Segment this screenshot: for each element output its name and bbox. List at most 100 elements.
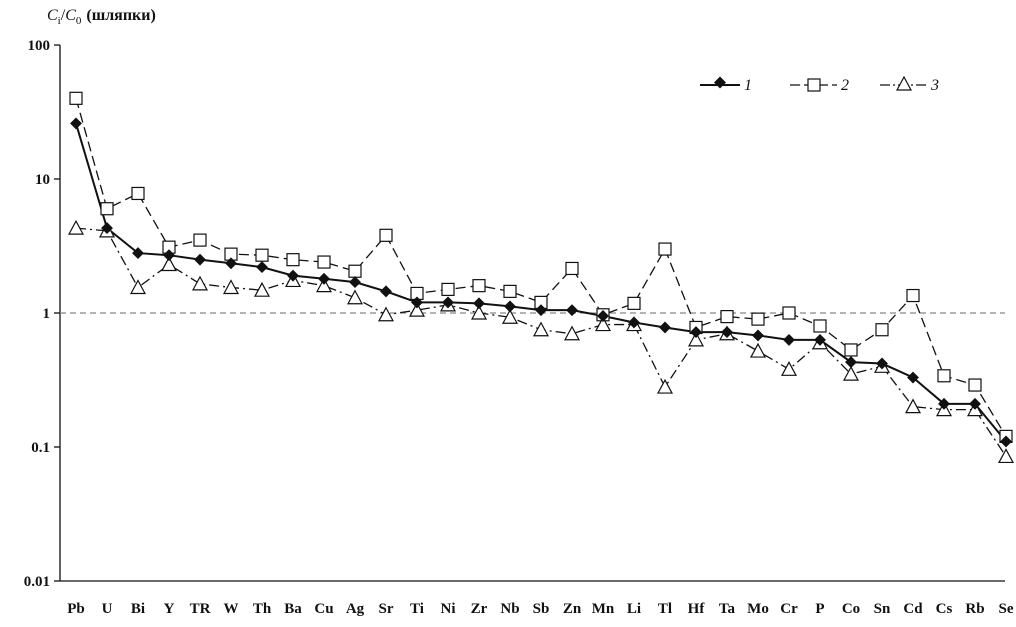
series-group: [67, 91, 1015, 464]
point-series-3: [377, 306, 395, 322]
x-tick-label: Hf: [688, 601, 706, 617]
y-ticks: 0.01 0.1 1 10 100: [24, 38, 60, 590]
legend-marker-triangle: [895, 75, 913, 91]
point-series-1: [287, 269, 299, 282]
point-series-1: [907, 371, 919, 384]
point-series-2: [906, 288, 920, 303]
legend-label-3: 3: [930, 77, 939, 94]
x-tick-label: Tl: [658, 601, 672, 617]
point-series-3: [470, 304, 488, 320]
x-ticks: Pb U Bi Y TR W Th Ba Cu Ag Sr Ti Ni Zr Nb Sb Zn Mn Li Tl Hf T…: [67, 601, 1014, 617]
point-series-3: [749, 342, 767, 358]
point-series-2: [193, 233, 207, 247]
x-tick-label: Cd: [903, 601, 923, 617]
x-tick-label: Sn: [874, 601, 891, 617]
point-series-1: [566, 304, 578, 317]
point-series-2: [813, 319, 827, 333]
y-tick-label: 100: [28, 38, 51, 54]
point-series-1: [504, 300, 516, 313]
point-series-3: [346, 289, 364, 305]
point-series-3: [191, 275, 209, 291]
series-line-1: [75, 123, 1007, 443]
x-tick-label: Mo: [747, 601, 769, 617]
legend-marker-diamond: [713, 76, 727, 89]
point-series-2: [379, 228, 393, 242]
point-series-1: [535, 304, 547, 317]
point-series-2: [658, 242, 672, 256]
point-series-1: [318, 272, 330, 285]
x-tick-label: Zr: [471, 601, 488, 617]
point-series-3: [532, 321, 550, 337]
x-tick-label: Pb: [67, 601, 85, 617]
legend-label-2: 2: [841, 77, 849, 94]
point-series-3: [160, 256, 178, 272]
point-series-1: [845, 356, 857, 369]
point-series-3: [501, 308, 519, 324]
point-series-1: [597, 310, 609, 322]
legend-marker-square: [807, 78, 821, 92]
point-series-2: [844, 343, 858, 357]
x-tick-label: Mn: [592, 601, 615, 617]
point-series-2: [720, 310, 734, 324]
point-series-1: [473, 297, 485, 310]
x-tick-label: Ta: [719, 601, 736, 617]
point-series-3: [67, 219, 85, 235]
x-tick-label: Co: [842, 601, 860, 617]
point-series-3: [222, 279, 240, 295]
x-tick-label: Ba: [284, 601, 302, 617]
y-tick-label: 10: [35, 172, 50, 188]
point-series-2: [875, 323, 889, 337]
x-tick-label: Ag: [346, 601, 365, 617]
x-tick-label: Y: [164, 601, 175, 617]
point-series-3: [408, 301, 426, 317]
point-series-2: [131, 186, 145, 201]
series-line-2: [75, 98, 1007, 437]
y-tick-label: 0.01: [24, 574, 50, 590]
x-tick-label: Rb: [965, 601, 984, 617]
point-series-3: [904, 398, 922, 414]
point-series-2: [286, 253, 300, 267]
x-tick-label: W: [224, 601, 239, 617]
y-tick-label: 0.1: [31, 440, 50, 456]
point-series-1: [256, 261, 268, 274]
point-series-1: [783, 333, 795, 346]
point-series-3: [315, 277, 333, 293]
x-tick-label: Th: [253, 601, 272, 617]
point-series-3: [842, 365, 860, 381]
point-series-2: [472, 279, 486, 293]
point-series-2: [69, 91, 83, 105]
point-series-1: [814, 333, 826, 346]
point-series-1: [659, 321, 671, 334]
x-tick-label: Sb: [533, 601, 550, 617]
point-series-2: [255, 248, 269, 262]
point-series-3: [687, 331, 705, 347]
x-tick-label: Ni: [441, 601, 456, 617]
x-tick-label: Cu: [314, 601, 333, 617]
point-series-2: [100, 202, 114, 216]
x-tick-label: Li: [627, 601, 641, 617]
x-tick-label: P: [815, 601, 824, 617]
point-series-2: [565, 261, 579, 276]
point-series-2: [348, 264, 362, 278]
legend-item-3: 3: [880, 75, 939, 94]
y-axis-title: Ci/C0 (шляпки): [47, 7, 156, 27]
legend-label-1: 1: [744, 77, 752, 94]
x-tick-label: TR: [190, 601, 211, 617]
point-series-2: [441, 282, 455, 297]
point-series-1: [442, 296, 454, 309]
x-tick-label: Cr: [780, 601, 798, 617]
point-series-2: [317, 255, 331, 269]
point-series-3: [129, 279, 147, 295]
point-series-3: [780, 361, 798, 376]
point-series-1: [411, 296, 423, 309]
x-tick-label: Zn: [563, 601, 582, 617]
x-tick-label: Bi: [131, 601, 145, 617]
point-series-3: [563, 325, 581, 341]
legend-item-2: 2: [790, 77, 849, 94]
x-tick-label: Sr: [379, 601, 394, 617]
x-tick-label: Se: [999, 601, 1014, 617]
point-series-1: [349, 276, 361, 289]
point-series-3: [997, 448, 1015, 464]
legend-item-1: 1: [700, 76, 752, 94]
